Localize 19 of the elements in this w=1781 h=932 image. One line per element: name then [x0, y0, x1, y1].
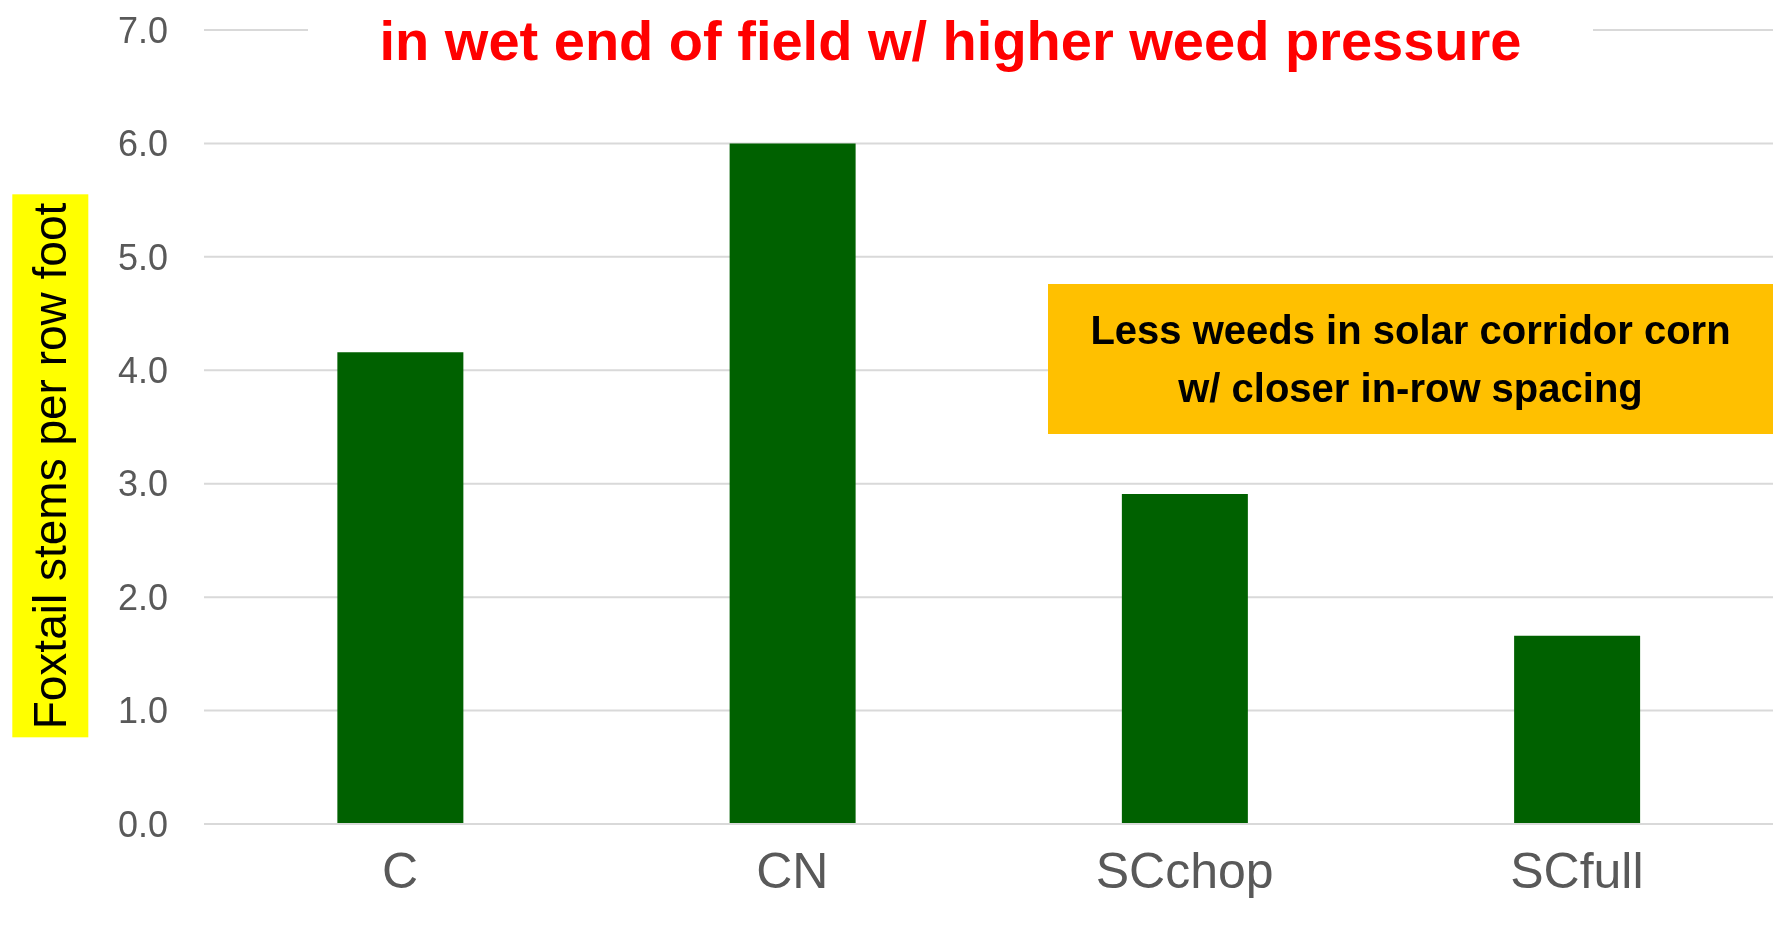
- y-tick-label: 7.0: [117, 9, 168, 51]
- x-tick-label: SCfull: [1510, 842, 1644, 899]
- y-tick-label: 0.0: [117, 803, 168, 845]
- x-tick-label: C: [382, 842, 419, 899]
- bar: [1121, 493, 1248, 824]
- bar: [337, 352, 464, 824]
- y-tick-label: 4.0: [117, 350, 168, 392]
- chart-title: in wet end of field w/ higher weed pressure: [308, 8, 1593, 74]
- y-tick-label: 6.0: [117, 123, 168, 165]
- y-tick-label: 5.0: [117, 236, 168, 278]
- x-tick-label: CN: [756, 842, 829, 899]
- annotation: Less weeds in solar corridor corn w/ closer in-row spacing: [1090, 307, 1731, 412]
- y-tick-label: 1.0: [117, 690, 168, 732]
- x-tick-label: SCchop: [1095, 842, 1274, 899]
- bar: [729, 143, 856, 824]
- y-tick-label: 2.0: [117, 576, 168, 618]
- y-tick-label: 3.0: [117, 463, 168, 505]
- bar: [1514, 635, 1641, 824]
- y-axis-title: Foxtail stems per row foot: [12, 194, 88, 738]
